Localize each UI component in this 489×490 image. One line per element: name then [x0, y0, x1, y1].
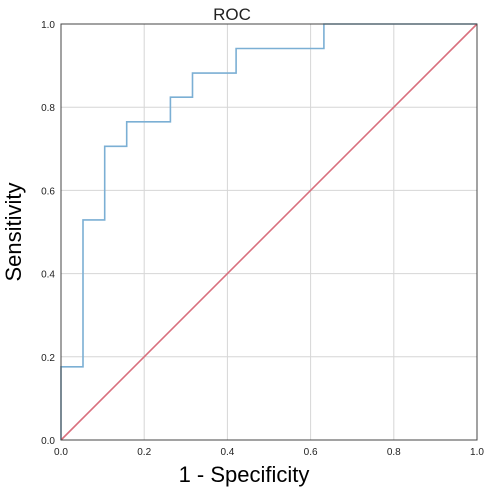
reference-line: [60, 23, 478, 441]
y-axis-title: Sensitivity: [1, 182, 26, 281]
x-tick-label: 0.2: [137, 447, 151, 458]
y-tick-label: 0.2: [41, 353, 55, 364]
y-tick-label: 0.4: [41, 270, 55, 281]
y-tick-label: 1.0: [41, 20, 55, 31]
x-tick-label: 0.4: [220, 447, 234, 458]
chart-title: ROC: [213, 5, 251, 24]
tick-labels: 0.0 0.2 0.4 0.6 0.8 1.0 0.0 0.2 0.4 0.6 0.8 1.0: [41, 20, 484, 458]
plot-frame: [60, 23, 478, 441]
x-tick-label: 0.6: [304, 447, 318, 458]
y-tick-label: 0.8: [41, 103, 55, 114]
roc-curve: [60, 23, 477, 440]
x-tick-label: 0.0: [54, 447, 68, 458]
y-tick-label: 0.6: [41, 186, 55, 197]
x-tick-label: 1.0: [470, 447, 484, 458]
series-group: [60, 23, 478, 441]
y-tick-label: 0.0: [41, 436, 55, 447]
x-tick-label: 0.8: [387, 447, 401, 458]
x-axis-title: 1 - Specificity: [179, 462, 310, 487]
